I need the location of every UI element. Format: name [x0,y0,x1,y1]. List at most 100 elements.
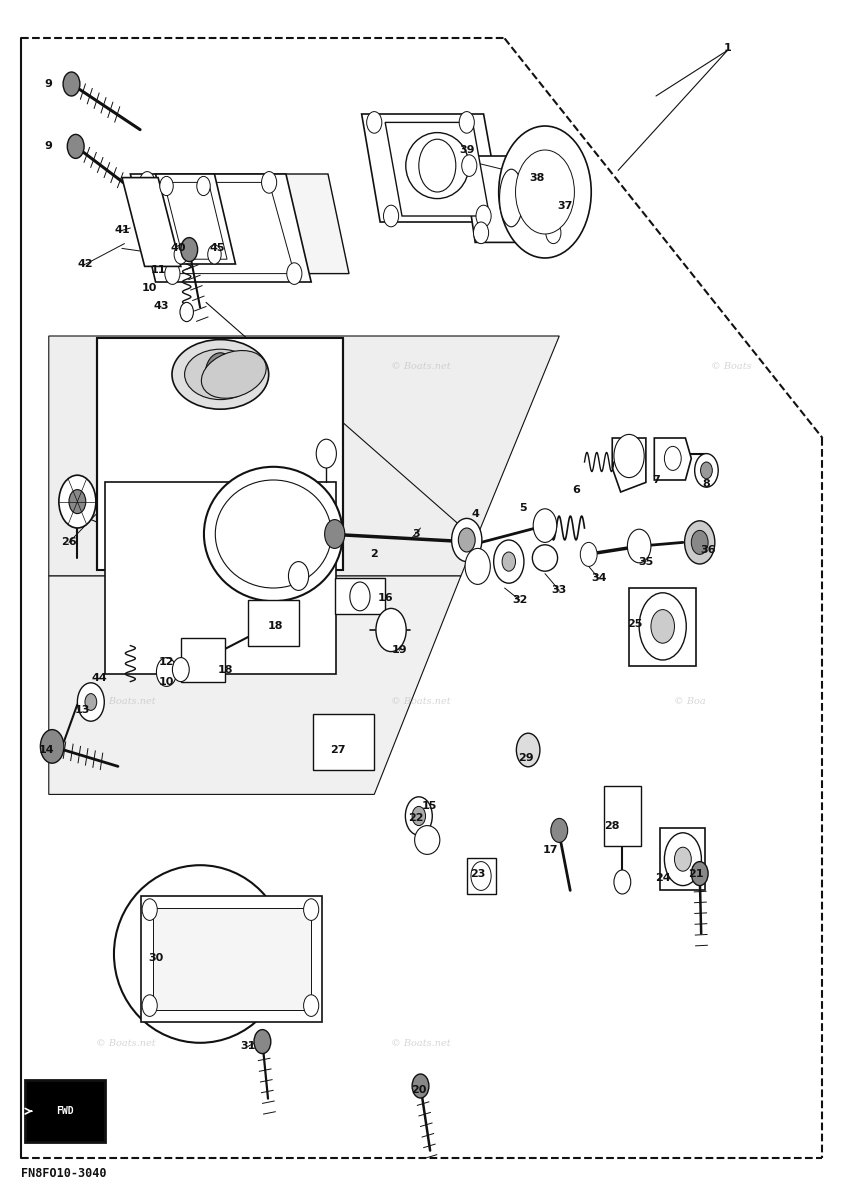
Text: © Boats.net: © Boats.net [97,1039,156,1049]
Circle shape [304,995,319,1016]
Circle shape [69,490,86,514]
Ellipse shape [415,826,440,854]
Text: 14: 14 [39,745,54,755]
Text: 33: 33 [552,586,567,595]
Text: 18: 18 [268,622,283,631]
Text: 42: 42 [78,259,93,269]
Circle shape [350,582,370,611]
Polygon shape [97,338,343,570]
Text: © Boats.net: © Boats.net [97,697,156,707]
Text: 40: 40 [171,244,186,253]
Polygon shape [147,182,294,274]
Circle shape [614,434,644,478]
Polygon shape [130,174,311,282]
Polygon shape [629,588,696,666]
Circle shape [63,72,80,96]
Circle shape [254,1030,271,1054]
Text: 8: 8 [702,479,711,488]
Polygon shape [49,336,559,576]
Circle shape [325,520,345,548]
Text: 24: 24 [655,874,670,883]
Polygon shape [385,122,489,216]
Text: 5: 5 [519,503,527,512]
Text: 38: 38 [529,173,544,182]
Polygon shape [467,858,496,894]
Ellipse shape [532,545,558,571]
Polygon shape [612,438,646,492]
Circle shape [156,658,177,686]
Circle shape [664,833,701,886]
Polygon shape [362,114,503,222]
Polygon shape [463,156,568,242]
Circle shape [465,548,490,584]
Circle shape [405,797,432,835]
Text: 15: 15 [421,802,436,811]
Circle shape [288,562,309,590]
Bar [141,896,322,1022]
Circle shape [412,1074,429,1098]
Circle shape [367,112,382,133]
Circle shape [502,552,516,571]
Ellipse shape [201,350,267,398]
Circle shape [376,608,406,652]
Text: 12: 12 [159,658,174,667]
Text: © Boats.net: © Boats.net [391,697,450,707]
Circle shape [419,139,456,192]
Circle shape [181,238,198,262]
Ellipse shape [204,467,342,601]
Circle shape [580,542,597,566]
Circle shape [627,529,651,563]
Text: 20: 20 [411,1085,426,1094]
Polygon shape [164,182,227,259]
Text: 31: 31 [241,1042,256,1051]
Text: 19: 19 [392,646,407,655]
Text: 1: 1 [723,43,732,53]
Text: 10: 10 [142,283,157,293]
Circle shape [197,176,210,196]
Polygon shape [156,174,235,264]
Text: 7: 7 [652,475,660,485]
Circle shape [639,593,686,660]
Circle shape [664,446,681,470]
Text: 6: 6 [572,485,580,494]
Text: 26: 26 [61,538,77,547]
Text: 27: 27 [331,745,346,755]
Text: FN8FO10-3040: FN8FO10-3040 [21,1168,107,1180]
Circle shape [316,439,336,468]
Circle shape [614,870,631,894]
Circle shape [172,658,189,682]
Circle shape [452,518,482,562]
Text: 36: 36 [701,545,716,554]
Circle shape [459,112,474,133]
Polygon shape [604,786,641,846]
Ellipse shape [215,480,331,588]
Text: FWD: FWD [56,1106,73,1116]
Text: 28: 28 [605,821,620,830]
Circle shape [546,222,561,244]
Circle shape [59,475,96,528]
Text: © Boats: © Boats [711,361,752,371]
Text: © Boats.net: © Boats.net [391,1039,450,1049]
Text: 13: 13 [75,706,90,715]
Text: 11: 11 [151,265,166,275]
Circle shape [208,245,221,264]
Text: 23: 23 [470,869,485,878]
Circle shape [412,806,426,826]
Text: 43: 43 [154,301,169,311]
Circle shape [140,172,155,193]
Polygon shape [654,438,691,480]
Text: 35: 35 [638,557,653,566]
Text: © Boats.net: © Boats.net [391,361,450,371]
Circle shape [174,245,188,264]
Circle shape [287,263,302,284]
Text: 4: 4 [471,509,479,518]
Circle shape [142,899,157,920]
Text: 17: 17 [543,845,558,854]
Text: 39: 39 [459,145,474,155]
Polygon shape [313,714,374,770]
Text: 18: 18 [218,665,233,674]
Circle shape [695,454,718,487]
Text: 30: 30 [148,953,163,962]
Polygon shape [49,576,461,794]
Polygon shape [122,178,181,266]
